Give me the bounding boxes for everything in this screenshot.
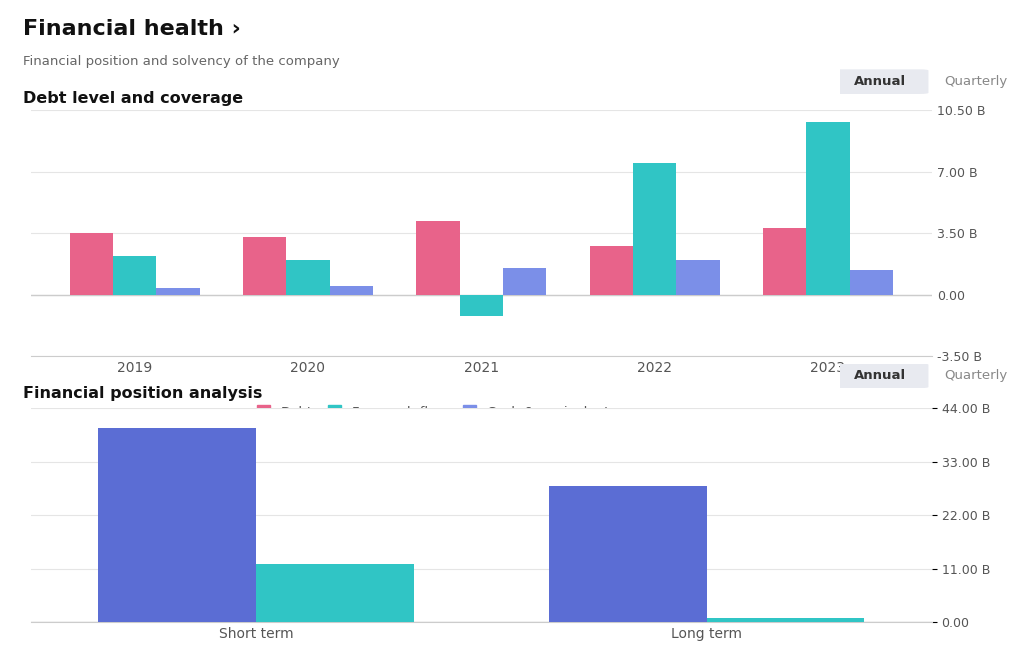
Text: Quarterly: Quarterly — [944, 75, 1007, 87]
Bar — [763, 228, 806, 295]
Bar — [243, 237, 287, 295]
Bar — [417, 221, 460, 295]
Bar — [70, 233, 113, 295]
Bar — [157, 288, 200, 295]
Bar — [113, 256, 157, 295]
FancyBboxPatch shape — [831, 364, 929, 388]
Bar — [633, 163, 676, 295]
Text: Annual: Annual — [854, 75, 906, 87]
Bar — [460, 295, 503, 316]
Bar — [503, 268, 546, 295]
Bar — [850, 270, 893, 295]
Bar — [676, 260, 720, 295]
Bar — [330, 286, 373, 295]
Bar — [806, 122, 850, 295]
Bar — [549, 486, 707, 622]
Text: Debt level and coverage: Debt level and coverage — [23, 91, 243, 106]
Bar — [590, 246, 633, 295]
Bar — [256, 564, 414, 622]
Bar — [287, 260, 330, 295]
Text: Financial position analysis: Financial position analysis — [23, 386, 262, 400]
Text: Quarterly: Quarterly — [944, 369, 1007, 382]
FancyBboxPatch shape — [831, 69, 929, 94]
Text: Financial position and solvency of the company: Financial position and solvency of the c… — [23, 55, 339, 68]
Bar — [98, 428, 256, 622]
Text: Financial health ›: Financial health › — [23, 19, 241, 40]
Bar — [707, 618, 864, 622]
Text: Annual: Annual — [854, 369, 906, 382]
Legend: Debt, Free cash flow, Cash & equivalents: Debt, Free cash flow, Cash & equivalents — [257, 406, 615, 419]
